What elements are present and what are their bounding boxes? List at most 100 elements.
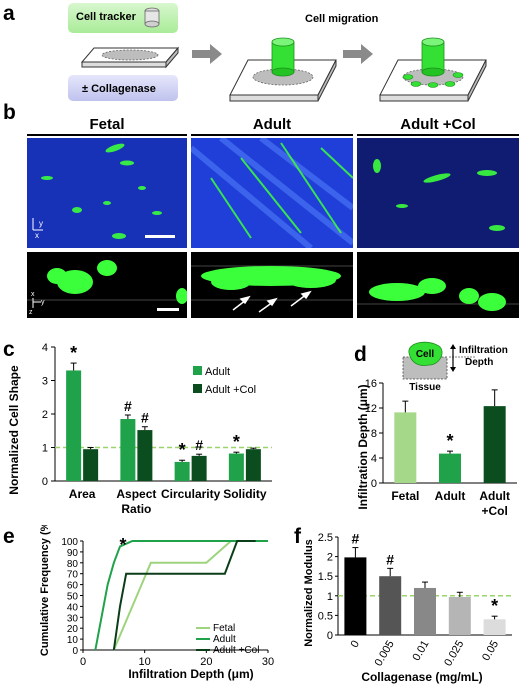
c-category-label-1-0: Aspect: [116, 487, 156, 501]
axis-y-top: y: [39, 219, 43, 228]
d-category-label-2-1: +Col: [481, 504, 507, 518]
panel-e-label: e: [3, 525, 15, 548]
c-sig-mark-5: *: [233, 432, 240, 452]
chart-f: Normalized Modulus Collagenase (mg/mL) 0…: [303, 531, 512, 684]
f-bar-3: [448, 596, 471, 635]
c-ytick-label-4: 4: [42, 342, 48, 354]
f-ytick-label-4: 2: [327, 552, 333, 564]
d-category-label-0-0: Fetal: [391, 489, 419, 503]
chart-e: Cumulative Frequency (%) Infiltration De…: [39, 525, 274, 681]
c-sig-mark-0: *: [70, 343, 77, 363]
c-category-label-2-0: Circularity: [161, 487, 221, 501]
c-bar-0-3: [228, 453, 244, 481]
e-xlabel: Infiltration Depth (μm): [128, 667, 253, 681]
c-bar-1-1: [137, 430, 153, 481]
f-ytick-label-2: 1: [327, 591, 333, 603]
cell-tracker-label: Cell tracker: [76, 11, 136, 23]
e-legend-label-1: Adult: [213, 634, 236, 645]
c-category-label-1-1: Ratio: [121, 502, 151, 516]
f-sig-mark-0: #: [352, 531, 360, 547]
axis-x-bottom: x: [31, 291, 35, 298]
f-bar-0: [344, 557, 367, 635]
infiltration-schematic: Cell Tissue Infiltration Depth: [402, 341, 508, 393]
column-rule-1: [27, 134, 187, 136]
f-ylabel: Normalized Modulus: [303, 539, 315, 647]
panel-a-label: a: [3, 2, 15, 25]
panel-f-label: f: [294, 525, 301, 548]
f-ytick-label-5: 2.5: [318, 532, 333, 544]
d-category-label-2-0: Adult: [479, 489, 510, 503]
f-category-label-3: 0.025: [442, 639, 466, 669]
e-ytick-label-1: 10: [67, 635, 79, 646]
migrated-cells: [402, 72, 464, 88]
axis-x-top: x: [35, 231, 39, 240]
tissue-slab-2: [229, 37, 337, 102]
d-ytick-label-1: 4: [371, 453, 377, 465]
c-category-label-3-0: Solidity: [223, 487, 267, 501]
e-ylabel: Cumulative Frequency (%): [39, 525, 51, 656]
e-ytick-label-9: 90: [67, 548, 79, 559]
f-ytick-label-1: 0.5: [318, 610, 333, 622]
c-bar-1-0: [83, 449, 99, 481]
c-sig-mark-2: #: [141, 410, 149, 426]
c-category-label-0-0: Area: [69, 487, 96, 501]
f-sig-mark-2: *: [491, 596, 498, 616]
c-ytick-label-1: 1: [42, 443, 48, 455]
e-series-line-1: [94, 540, 268, 651]
d-sig-mark-0: *: [446, 431, 453, 451]
d-category-label-1-0: Adult: [435, 489, 466, 503]
e-legend-label-0: Fetal: [213, 623, 235, 634]
micrograph-adult-top: [191, 138, 353, 248]
micrograph-adult-bottom: [191, 252, 353, 318]
collagenase-label: ± Collagenase: [82, 83, 156, 95]
d-ytick-label-4: 16: [365, 378, 377, 390]
e-ytick-label-0: 0: [72, 646, 78, 657]
chart-d: Cell Tissue Infiltration Depth Infiltrat…: [356, 341, 517, 518]
schematic-infiltration-label: Infiltration: [459, 345, 508, 356]
column-title-fetal: Fetal: [89, 116, 125, 133]
e-ytick-label-4: 40: [67, 602, 79, 613]
c-sig-mark-3: *: [179, 440, 186, 460]
migration-arrows: [232, 290, 312, 313]
f-bar-1: [379, 576, 402, 635]
arrow-2: [343, 44, 373, 64]
c-sig-mark-1: #: [124, 398, 132, 414]
schematic-depth-label: Depth: [465, 357, 493, 368]
c-ytick-label-3: 3: [42, 376, 48, 388]
d-ytick-label-3: 12: [365, 403, 377, 415]
tissue-slab-1: [80, 46, 180, 69]
c-legend-swatch-adultcol: [193, 384, 202, 393]
e-ytick-label-5: 50: [67, 592, 79, 603]
c-bar-0-0: [66, 370, 82, 481]
e-ytick-label-3: 30: [67, 613, 79, 624]
panel-b-label: b: [3, 101, 16, 124]
f-xlabel: Collagenase (mg/mL): [361, 670, 482, 684]
cell-migration-label: Cell migration: [305, 13, 379, 25]
d-bar-0: [394, 412, 417, 483]
axis-y-bottom: y: [41, 299, 45, 306]
c-ytick-label-2: 2: [42, 409, 48, 421]
f-category-label-0: 0: [349, 639, 362, 650]
f-bar-4: [483, 619, 506, 635]
c-legend-adultcol: Adult +Col: [205, 384, 256, 396]
schematic-cell-label: Cell: [416, 349, 435, 360]
f-ytick-label-3: 1.5: [318, 571, 333, 583]
arrow-1: [192, 44, 222, 64]
column-rule-2: [191, 134, 353, 136]
e-sig-mark-0: *: [120, 535, 127, 555]
f-category-label-2: 0.01: [410, 639, 431, 664]
e-ytick-label-6: 60: [67, 581, 79, 592]
c-legend-adult: Adult: [205, 366, 230, 378]
e-xtick-label-1: 10: [139, 656, 151, 668]
f-category-label-1: 0.005: [373, 639, 397, 669]
e-xtick-label-3: 30: [262, 656, 274, 668]
cell-tracker-box: Cell tracker: [68, 3, 178, 33]
e-series-line-2: [112, 540, 256, 651]
chart-c: Normalized Cell Shape Adult Adult +Col 0…: [7, 342, 272, 516]
collagenase-box: ± Collagenase: [68, 75, 178, 101]
e-legend-label-2: Adult +Col: [213, 645, 259, 656]
f-bar-2: [414, 587, 436, 635]
e-ytick-label-8: 80: [67, 559, 79, 570]
tracker-vial-icon: [144, 7, 160, 28]
panel-c-label: c: [3, 338, 15, 361]
